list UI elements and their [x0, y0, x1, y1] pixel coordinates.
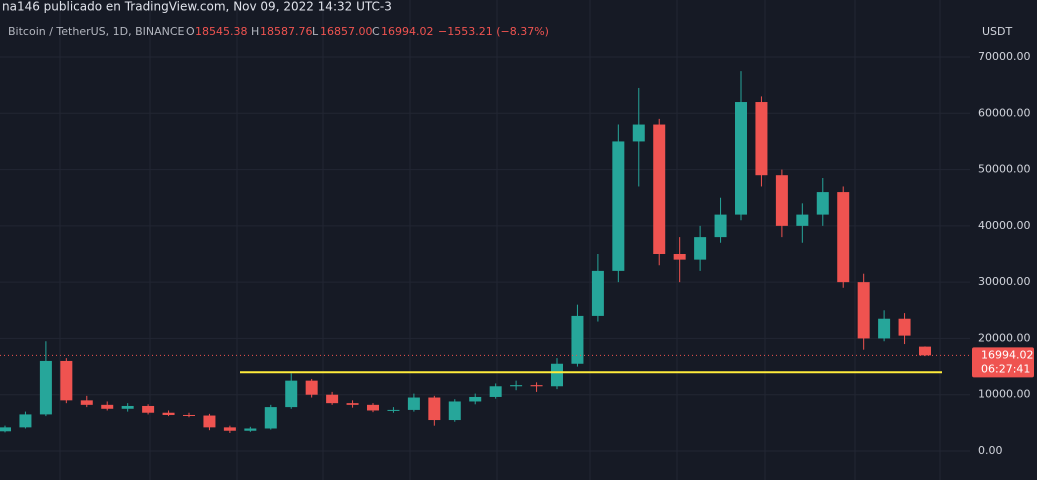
candle-body [653, 124, 666, 255]
candle-body [264, 407, 277, 429]
candle-body [755, 102, 768, 176]
candle-body [407, 397, 420, 410]
close-label: C [372, 25, 380, 38]
y-tick-label: 50000.00 [978, 163, 1031, 176]
candle-body [837, 192, 850, 283]
candle-body [694, 237, 707, 260]
candle-body [121, 405, 134, 409]
candle-body [489, 386, 502, 397]
candle-body [285, 380, 298, 408]
high-label: H [251, 25, 259, 38]
low-label: L [312, 25, 319, 38]
candle-body [428, 397, 441, 421]
change: −1553.21 (−8.37%) [438, 25, 549, 38]
candle-body [142, 405, 155, 413]
candle-body [39, 360, 52, 415]
y-tick-label: 10000.00 [978, 388, 1031, 401]
y-tick-label: 60000.00 [978, 106, 1031, 119]
candle-body [673, 254, 686, 260]
candle-body [591, 270, 604, 316]
y-tick-label: 70000.00 [978, 50, 1031, 63]
symbol: Bitcoin / TetherUS, 1D, BINANCE [8, 25, 185, 38]
candle-body [387, 409, 400, 411]
candle-body [816, 192, 829, 215]
candle-body [612, 141, 625, 271]
candle-body [367, 404, 379, 411]
high-value: 18587.76 [260, 25, 313, 38]
legend: Bitcoin / TetherUS, 1D, BINANCE O 18545.… [8, 25, 549, 38]
candle-body [244, 428, 257, 431]
candle-body [714, 214, 727, 238]
candle-body [19, 414, 32, 428]
candle-body [735, 102, 747, 215]
candles [0, 71, 931, 433]
open-value: 18545.38 [195, 25, 248, 38]
candle-body [571, 315, 584, 364]
candle-body [326, 394, 339, 404]
last-price-box [972, 347, 1034, 378]
candle-body [632, 124, 645, 142]
candle-body [101, 404, 114, 409]
candle-body [162, 412, 175, 415]
candle-body [530, 385, 543, 387]
candle-body [878, 318, 891, 339]
y-tick-label: 0.00 [978, 444, 1003, 457]
candle-body [919, 346, 931, 356]
y-tick-label: 30000.00 [978, 275, 1031, 288]
open-label: O [186, 25, 195, 38]
candle-body [898, 318, 911, 336]
candle-body [183, 414, 195, 416]
last-price-label: 16994.02 [981, 348, 1034, 361]
y-tick-label: 20000.00 [978, 331, 1031, 344]
candle-body [80, 400, 93, 405]
candle-body [551, 363, 563, 387]
candle-body [857, 282, 870, 339]
candle-body [469, 396, 482, 402]
candle-body [203, 415, 216, 428]
header: na146 publicado en TradingView.com, Nov … [2, 0, 392, 14]
candle-body [448, 401, 461, 421]
candle-body [346, 403, 359, 405]
low-value: 16857.00 [320, 25, 373, 38]
close-value: 16994.02 [381, 25, 434, 38]
candle-body [305, 380, 318, 395]
candle-body [796, 214, 809, 226]
candle-body [223, 427, 236, 431]
candle-body [775, 175, 788, 226]
candle-body [0, 427, 11, 432]
countdown: 06:27:41 [981, 362, 1030, 375]
y-tick-label: 40000.00 [978, 219, 1031, 232]
candle-body [60, 360, 73, 401]
vertical-grid [59, 0, 941, 480]
y-unit: USDT [982, 25, 1013, 38]
candle-body [510, 385, 523, 387]
